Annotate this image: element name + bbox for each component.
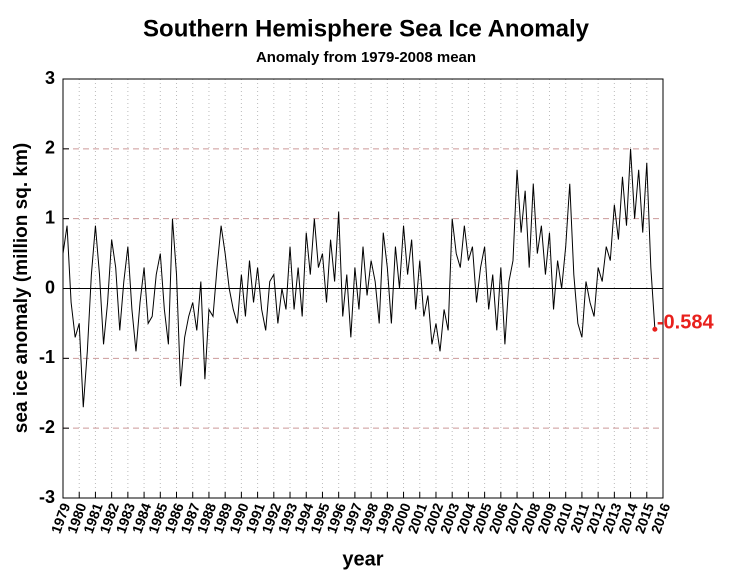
annotation: -0.584	[657, 312, 715, 334]
y-tick-label: 0	[45, 277, 55, 297]
last-point	[652, 326, 658, 332]
x-axis-label: year	[342, 548, 383, 570]
y-tick-label: 3	[45, 68, 55, 88]
y-tick-label: -1	[39, 347, 55, 367]
chart-title: Southern Hemisphere Sea Ice Anomaly	[143, 15, 590, 42]
y-axis-label: sea ice anomaly (million sq. km)	[11, 143, 32, 433]
y-tick-label: -2	[39, 417, 55, 437]
y-tick-label: 1	[45, 207, 55, 227]
chart-subtitle: Anomaly from 1979-2008 mean	[256, 49, 476, 66]
y-tick-label: 2	[45, 138, 55, 158]
plot-frame	[62, 78, 664, 499]
y-tick-label: -3	[39, 487, 55, 507]
series-line	[62, 148, 656, 408]
